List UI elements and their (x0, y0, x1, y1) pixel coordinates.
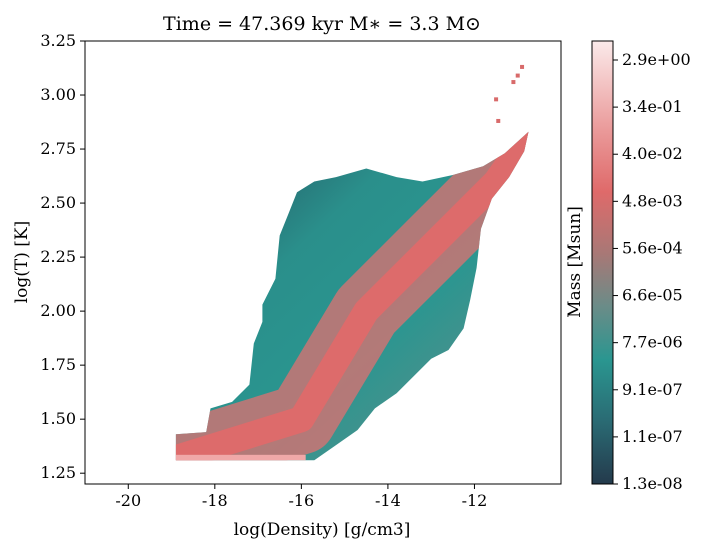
y-tick-label: 1.50 (40, 409, 76, 428)
x-tick-label: -18 (202, 491, 228, 510)
colorbar (591, 40, 614, 485)
heatmap-outliers (494, 64, 525, 123)
y-tick-label: 2.25 (40, 247, 76, 266)
outlier-point (494, 97, 499, 102)
x-tick-label: -12 (462, 491, 488, 510)
y-tick-label: 3.00 (40, 85, 76, 104)
y-tick-label: 2.75 (40, 139, 76, 158)
colorbar-tick-label: 4.0e-02 (622, 144, 683, 163)
x-tick-label: -16 (288, 491, 314, 510)
colorbar-tick-label: 7.7e-06 (622, 333, 683, 352)
colorbar-tick-label: 5.6e-04 (622, 238, 683, 257)
heatmap-floor-band (175, 454, 306, 461)
colorbar-tick-label: 1.3e-08 (622, 474, 683, 493)
colorbar-tick-label: 1.1e-07 (622, 427, 683, 446)
colorbar-tick-label: 3.4e-01 (622, 97, 683, 116)
x-axis-label: log(Density) [g/cm3] (234, 520, 411, 540)
colorbar-label: Mass [Msun] (565, 206, 585, 318)
y-tick-label: 3.25 (40, 31, 76, 50)
y-tick-label: 1.25 (40, 463, 76, 482)
chart-title: Time = 47.369 kyr M∗ = 3.3 M⊙ (163, 13, 481, 35)
axes-frame (84, 40, 562, 485)
colorbar-tick-label: 9.1e-07 (622, 380, 683, 399)
y-axis-label: log(T) [K] (12, 221, 32, 304)
y-axis: 1.25 1.50 1.75 2.00 2.25 2.50 2.75 3.00 3.25 (40, 31, 85, 482)
y-tick-label: 2.00 (40, 301, 76, 320)
x-tick-label: -20 (115, 491, 141, 510)
heatmap-ridge-core (175, 131, 529, 461)
colorbar-ticks: 2.9e+00 3.4e-01 4.0e-02 4.8e-03 5.6e-04 6.6e-… (613, 50, 691, 493)
x-axis: -20 -18 -16 -14 -12 (115, 484, 487, 510)
colorbar-tick-label: 6.6e-05 (622, 286, 683, 305)
y-tick-label: 1.75 (40, 355, 76, 374)
colorbar-tick-label: 4.8e-03 (622, 191, 683, 210)
outlier-point (515, 73, 520, 78)
outlier-point (511, 80, 516, 85)
outlier-point (520, 64, 525, 69)
y-tick-label: 2.50 (40, 193, 76, 212)
x-tick-label: -14 (375, 491, 401, 510)
colorbar-tick-label: 2.9e+00 (622, 50, 691, 69)
heatmap-region (175, 64, 529, 461)
outlier-point (496, 118, 501, 123)
